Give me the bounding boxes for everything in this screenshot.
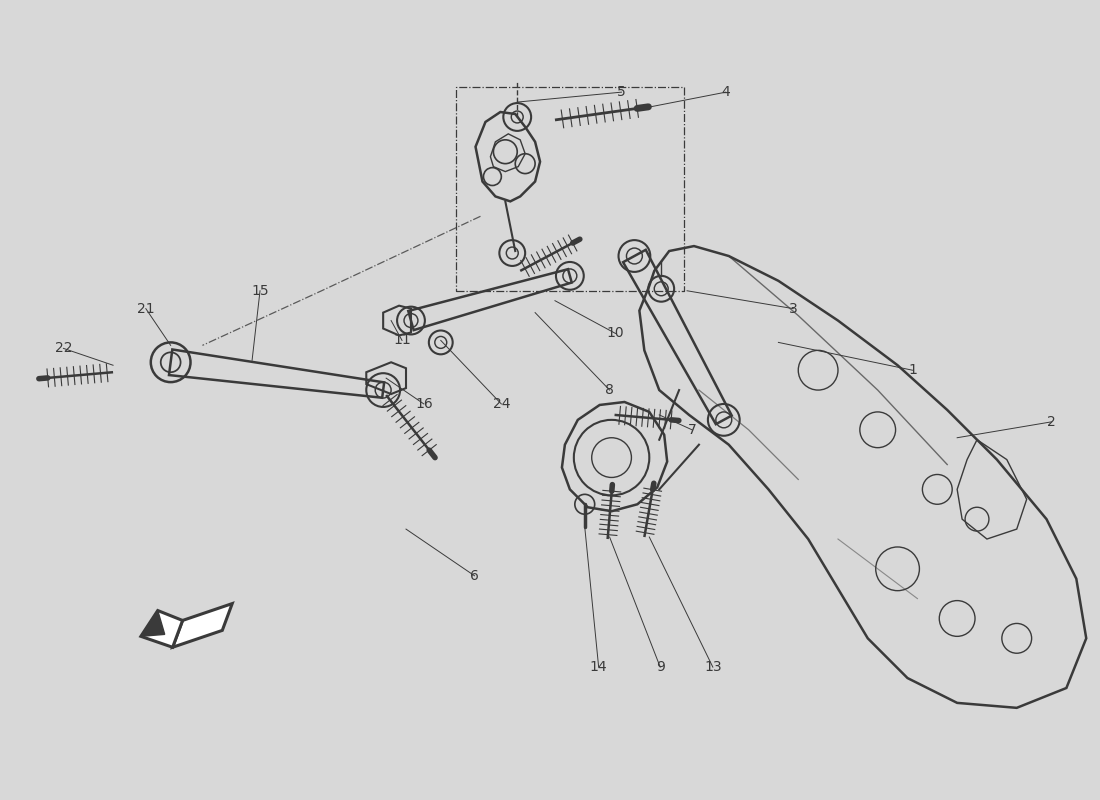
Text: 14: 14 bbox=[590, 660, 607, 674]
Text: 9: 9 bbox=[656, 660, 664, 674]
Text: 8: 8 bbox=[605, 383, 614, 397]
Text: 1: 1 bbox=[908, 363, 917, 378]
Text: 15: 15 bbox=[251, 284, 268, 298]
Text: 3: 3 bbox=[789, 302, 797, 316]
Text: 16: 16 bbox=[415, 397, 432, 411]
Polygon shape bbox=[173, 603, 232, 647]
Text: 7: 7 bbox=[688, 422, 696, 437]
Polygon shape bbox=[141, 610, 165, 636]
Text: 13: 13 bbox=[704, 660, 722, 674]
Text: 4: 4 bbox=[722, 85, 730, 99]
Text: 5: 5 bbox=[617, 85, 626, 99]
Text: 24: 24 bbox=[493, 397, 510, 411]
Polygon shape bbox=[141, 610, 183, 647]
Text: 22: 22 bbox=[55, 342, 73, 355]
Text: 6: 6 bbox=[470, 569, 478, 582]
Text: 21: 21 bbox=[138, 302, 155, 316]
Text: 10: 10 bbox=[607, 326, 625, 341]
Text: 11: 11 bbox=[393, 334, 411, 347]
Text: 2: 2 bbox=[1047, 415, 1056, 429]
